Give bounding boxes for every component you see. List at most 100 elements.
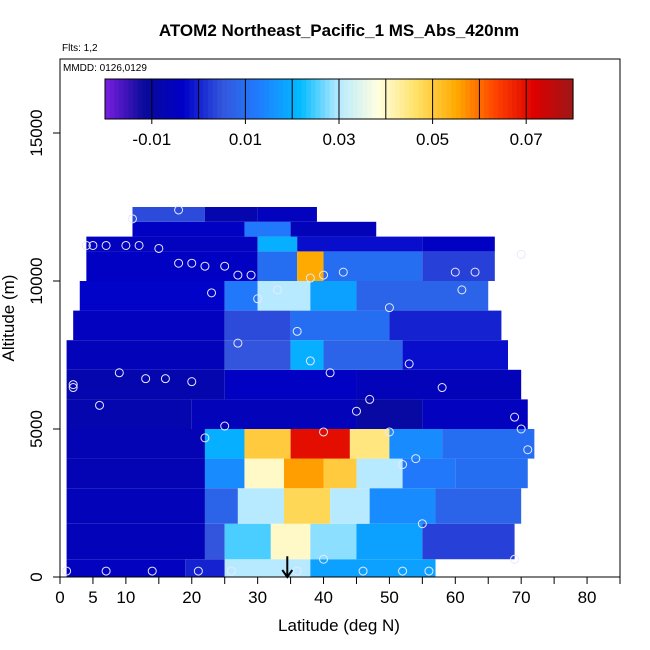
colorbar-swatch-33 — [259, 79, 265, 119]
colorbar-swatch-70 — [432, 79, 438, 119]
x-tick-label-3: 20 — [182, 588, 201, 607]
colorbar-swatch-51 — [343, 79, 349, 119]
colorbar-swatch-56 — [367, 79, 373, 119]
colorbar-swatch-30 — [245, 79, 251, 119]
heatmap-cell-18 — [66, 458, 205, 489]
heatmap-cell-48 — [389, 310, 502, 341]
heatmap-cell-56 — [297, 251, 324, 281]
flight-point-18 — [384, 427, 394, 437]
colorbar-swatch-37 — [278, 79, 284, 119]
colorbar-swatch-34 — [264, 79, 270, 119]
flight-point-21 — [351, 406, 361, 416]
heatmap-cell-38 — [224, 369, 357, 400]
heatmap-cell-47 — [290, 310, 390, 341]
colorbar-swatch-78 — [470, 79, 476, 119]
heatmap-cell-8 — [310, 523, 357, 560]
heatmap-cell-2 — [224, 559, 311, 577]
heatmap-cell-64 — [244, 221, 291, 237]
flights-note: Flts: 1,2 — [62, 43, 98, 54]
colorbar-swatch-38 — [282, 79, 289, 119]
flight-point-55 — [101, 240, 111, 250]
heatmap-cell-59 — [86, 236, 258, 252]
flight-point-4 — [226, 566, 236, 576]
flight-point-24 — [68, 383, 78, 393]
colorbar-swatch-60 — [385, 79, 392, 119]
colorbar-swatch-90 — [526, 79, 532, 119]
colorbar-swatch-59 — [381, 79, 387, 119]
heatmap-cell-54 — [86, 251, 258, 281]
colorbar — [104, 78, 574, 120]
colorbar-ticks: -0.01 0.01 0.03 0.05 0.07 — [132, 119, 543, 149]
flight-point-38 — [207, 288, 217, 298]
flight-point-29 — [187, 377, 197, 387]
heatmap-cell-57 — [323, 251, 423, 281]
colorbar-swatch-67 — [418, 79, 424, 119]
colorbar-swatch-39 — [287, 79, 293, 119]
colorbar-swatch-63 — [399, 79, 406, 119]
flight-point-5 — [292, 566, 302, 576]
heatmap-cell-36 — [422, 399, 528, 429]
colorbar-swatch-0 — [105, 79, 111, 119]
y-tick-label-1: 5000 — [27, 410, 46, 448]
x-tick-label-9: 80 — [578, 588, 597, 607]
flight-point-48 — [200, 261, 210, 271]
heatmap-cell-62 — [422, 236, 495, 252]
flight-point-15 — [200, 433, 210, 443]
flight-point-50 — [450, 267, 460, 277]
colorbar-swatch-21 — [203, 79, 209, 119]
heatmap-cell-15 — [330, 488, 370, 524]
y-axis: 0 5000 10000 15000 — [27, 109, 60, 582]
flight-point-32 — [305, 356, 315, 366]
colorbar-swatch-81 — [484, 79, 490, 119]
colorbar-swatch-20 — [198, 79, 204, 119]
colorbar-swatch-48 — [329, 79, 335, 119]
flight-point-6 — [358, 566, 368, 576]
colorbar-swatch-83 — [493, 79, 499, 119]
flight-point-56 — [121, 240, 131, 250]
heatmap-cell-66 — [132, 207, 205, 222]
flight-point-19 — [516, 424, 526, 434]
heatmap-cell-43 — [323, 340, 403, 370]
colorbar-swatch-41 — [296, 79, 303, 119]
flight-point-12 — [398, 460, 408, 470]
colorbar-swatch-3 — [119, 79, 125, 119]
chart-title: ATOM2 Northeast_Pacific_1 MS_Abs_420nm — [159, 21, 519, 40]
x-tick-label-7: 60 — [446, 588, 465, 607]
x-tick-label-2: 10 — [116, 588, 135, 607]
flight-point-9 — [319, 554, 329, 564]
colorbar-swatch-71 — [437, 79, 443, 119]
x-axis: 0 5 10 20 30 40 50 60 70 80 — [55, 577, 621, 607]
flight-point-37 — [384, 303, 394, 313]
colorbar-swatch-61 — [390, 79, 396, 119]
heatmap-cell-6 — [224, 523, 271, 560]
heatmap-cell-11 — [66, 488, 205, 524]
heatmap-cell-26 — [66, 429, 205, 459]
colorbar-swatch-87 — [512, 79, 518, 119]
flight-point-42 — [319, 270, 329, 280]
heatmap-cell-10 — [422, 523, 515, 560]
flight-point-20 — [510, 412, 520, 422]
colorbar-swatch-53 — [353, 79, 359, 119]
heatmap-cell-68 — [257, 207, 317, 222]
heatmap-cell-53 — [356, 281, 489, 311]
heatmap-cell-42 — [290, 340, 324, 370]
flight-point-47 — [187, 258, 197, 268]
colorbar-swatch-18 — [189, 79, 195, 119]
colorbar-swatch-35 — [268, 79, 275, 119]
colorbar-tick-label-0: -0.01 — [132, 130, 171, 149]
heatmap-cell-22 — [323, 458, 357, 489]
y-tick-label-3: 15000 — [27, 109, 46, 156]
colorbar-swatch-44 — [310, 79, 317, 119]
heatmap-cell-63 — [132, 221, 245, 237]
colorbar-swatch-15 — [175, 79, 181, 119]
flight-point-54 — [88, 240, 98, 250]
plot-area — [62, 205, 535, 579]
flight-point-0 — [62, 566, 72, 576]
heatmap-cell-67 — [204, 207, 258, 222]
colorbar-swatch-93 — [540, 79, 546, 119]
flight-point-43 — [338, 267, 348, 277]
heatmap-cell-35 — [356, 399, 423, 429]
x-tick-label-5: 40 — [314, 588, 333, 607]
heatmap-cell-52 — [310, 281, 357, 311]
heatmap-cell-17 — [435, 488, 522, 524]
